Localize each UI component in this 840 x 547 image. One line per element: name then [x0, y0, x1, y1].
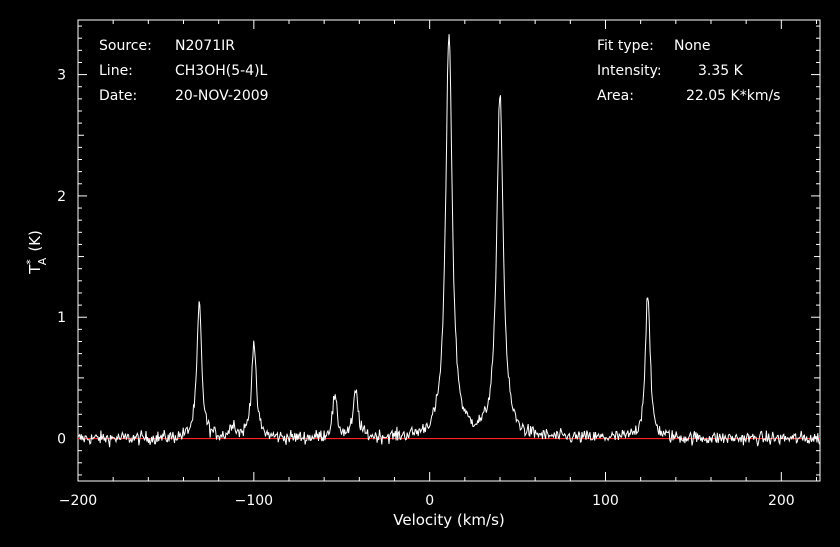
date-label: Date:	[99, 88, 137, 104]
intensity-value: 3.35 K	[698, 63, 744, 79]
source-value: N2071IR	[175, 38, 235, 54]
y-axis-label: T*A (K)	[24, 230, 49, 275]
spectrum-line	[77, 34, 820, 448]
x-tick-label: 200	[768, 493, 795, 509]
area-label: Area:	[597, 88, 634, 104]
fit-type-value: None	[674, 38, 711, 54]
y-axis-label-sub: A	[36, 257, 49, 265]
line-value: CH3OH(5-4)L	[175, 63, 268, 79]
x-axis-ticks: −200 −100 0 100 200	[59, 20, 817, 509]
y-axis-label-main: T	[26, 264, 44, 275]
area-value: 22.05 K*km/s	[686, 88, 780, 104]
y-axis-label-sup: *	[24, 259, 37, 265]
plot-frame	[77, 19, 821, 482]
x-axis-label: Velocity (km/s)	[393, 511, 504, 529]
x-tick-label: −100	[235, 493, 273, 509]
source-label: Source:	[99, 38, 152, 54]
y-tick-label: 1	[57, 310, 66, 326]
intensity-label: Intensity:	[597, 63, 662, 79]
x-tick-label: −200	[59, 493, 97, 509]
y-tick-label: 2	[57, 189, 66, 205]
x-tick-label: 100	[592, 493, 619, 509]
fit-type-label: Fit type:	[597, 38, 654, 54]
y-tick-label: 3	[57, 68, 66, 84]
y-tick-label: 0	[57, 432, 66, 448]
x-tick-label: 0	[425, 493, 434, 509]
svg-text:T*A(K): T*A (K)	[24, 230, 49, 275]
line-label: Line:	[99, 63, 133, 79]
y-axis-label-unit: (K)	[26, 230, 44, 252]
date-value: 20-NOV-2009	[175, 88, 269, 104]
